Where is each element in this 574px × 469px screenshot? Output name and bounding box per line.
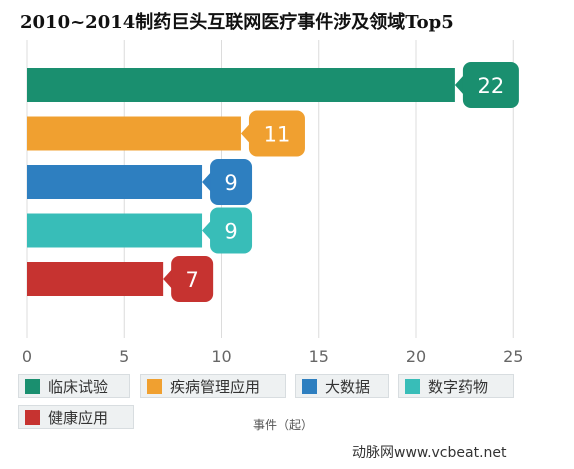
- tick-label-0: 0: [22, 347, 32, 366]
- tick-label-5: 5: [119, 347, 129, 366]
- legend-label-0: 临床试验: [48, 377, 109, 396]
- legend-label-4: 健康应用: [48, 408, 109, 427]
- data-label-text-0: 22: [478, 74, 505, 98]
- chart-title: 2010~2014制药巨头互联网医疗事件涉及领域Top5: [20, 12, 454, 33]
- legend-swatch-3: [405, 378, 420, 394]
- bar-1: [27, 116, 241, 151]
- watermark: 动脉网www.vcbeat.net: [352, 445, 507, 461]
- x-axis-label: 事件（起）: [253, 418, 314, 432]
- tick-label-20: 20: [406, 347, 426, 366]
- tick-label-25: 25: [503, 347, 523, 366]
- legend-item-4: 健康应用: [18, 405, 134, 429]
- legend-swatch-1: [147, 378, 162, 394]
- legend-label-1: 疾病管理应用: [170, 377, 261, 396]
- x-axis-ticks: 0 5 10 15 20 25: [22, 347, 524, 366]
- bar-2: [27, 165, 203, 199]
- data-label-text-4: 7: [185, 268, 198, 292]
- bar-0: [27, 68, 455, 102]
- bars: [27, 68, 455, 296]
- legend-swatch-4: [25, 409, 40, 425]
- legend-label-2: 大数据: [325, 377, 371, 396]
- data-label-3: 9: [202, 207, 253, 254]
- bar-chart: 22 11 9 9 7 0 5 10 15 20 25: [22, 40, 524, 366]
- data-label-4: 7: [163, 256, 214, 302]
- legend-item-2: 大数据: [295, 374, 389, 398]
- legend-swatch-2: [302, 378, 317, 394]
- data-label-0: 22: [454, 62, 519, 108]
- legend-swatch-0: [25, 378, 40, 394]
- tick-label-15: 15: [309, 347, 329, 366]
- data-label-text-2: 9: [224, 171, 237, 195]
- data-label-1: 11: [240, 110, 305, 157]
- legend-item-1: 疾病管理应用: [140, 374, 286, 398]
- data-labels: 22 11 9 9 7: [163, 62, 519, 302]
- legend-item-0: 临床试验: [18, 374, 130, 398]
- data-label-text-1: 11: [264, 123, 291, 147]
- legend-item-3: 数字药物: [398, 374, 514, 398]
- bar-4: [27, 262, 164, 296]
- data-label-text-3: 9: [224, 220, 237, 244]
- data-label-2: 9: [202, 159, 253, 205]
- legend-label-3: 数字药物: [428, 377, 489, 396]
- bar-3: [27, 213, 203, 248]
- tick-label-10: 10: [211, 347, 231, 366]
